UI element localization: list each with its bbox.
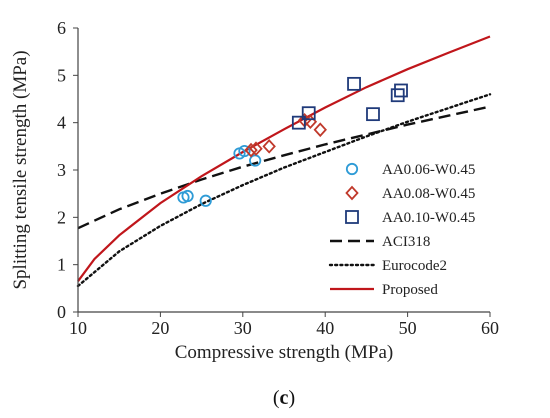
x-ticks: 10 20 30 40 50 60 xyxy=(69,312,499,338)
caption-close: ) xyxy=(288,387,295,409)
caption-open: ( xyxy=(273,387,280,409)
y-axis-title: Splitting tensile strength (MPa) xyxy=(10,50,31,289)
data-point-aa0-10-w0-45 xyxy=(347,76,361,91)
legend-label-aa0-10-w0-45: AA0.10-W0.45 xyxy=(382,210,475,226)
legend-symbol-aa0-10-w0-45 xyxy=(345,210,359,224)
legend-symbol-aa0-08-w0-45 xyxy=(345,185,359,201)
data-point-aa0-10-w0-45 xyxy=(366,107,380,122)
data-point-aa0-06-w0-45 xyxy=(181,189,194,203)
data-point-aa0-08-w0-45 xyxy=(262,139,276,154)
y-ticks: 0 1 2 3 4 5 6 xyxy=(57,18,78,322)
y-tick-label: 0 xyxy=(57,302,66,322)
y-tick-label: 2 xyxy=(57,207,66,227)
y-tick-label: 5 xyxy=(57,65,66,85)
x-axis-title: Compressive strength (MPa) xyxy=(175,342,393,363)
x-tick-label: 50 xyxy=(399,318,417,338)
data-point-aa0-10-w0-45 xyxy=(390,88,405,103)
x-tick-label: 60 xyxy=(481,318,499,338)
x-tick-label: 40 xyxy=(316,318,334,338)
caption-letter: c xyxy=(280,387,289,409)
y-tick-label: 3 xyxy=(57,160,66,180)
data-point-aa0-08-w0-45 xyxy=(244,142,258,158)
series-line-eurocode2 xyxy=(76,93,492,288)
plot-area xyxy=(78,28,490,312)
y-tick-label: 4 xyxy=(57,113,66,133)
legend-label-eurocode2: Eurocode2 xyxy=(382,258,447,274)
series-line-proposed xyxy=(77,35,491,282)
legend-label-aci318: ACI318 xyxy=(382,234,430,250)
data-point-aa0-10-w0-45 xyxy=(394,83,408,98)
legend-label-aa0-08-w0-45: AA0.08-W0.45 xyxy=(382,186,475,202)
legend: AA0.06-W0.45 AA0.08-W0.45 AA0.10-W0.45 ACI3… xyxy=(328,162,475,298)
x-tick-label: 30 xyxy=(234,318,252,338)
data-point-aa0-10-w0-45 xyxy=(301,106,316,121)
y-tick-label: 1 xyxy=(57,255,66,275)
legend-label-aa0-06-w0-45: AA0.06-W0.45 xyxy=(382,162,475,178)
plot-marks xyxy=(76,35,492,288)
data-point-aa0-06-w0-45 xyxy=(199,194,212,207)
data-point-aa0-06-w0-45 xyxy=(238,144,251,158)
data-point-aa0-10-w0-45 xyxy=(291,115,306,130)
series-line-aci318 xyxy=(77,105,491,230)
x-tick-label: 10 xyxy=(69,318,87,338)
y-tick-label: 6 xyxy=(57,18,66,38)
data-point-aa0-06-w0-45 xyxy=(249,154,262,167)
data-point-aa0-08-w0-45 xyxy=(249,141,263,157)
data-point-aa0-08-w0-45 xyxy=(313,122,327,138)
legend-label-proposed: Proposed xyxy=(382,282,438,298)
figure-caption: (c) xyxy=(273,387,295,409)
x-tick-label: 20 xyxy=(151,318,169,338)
legend-symbol-aa0-06-w0-45 xyxy=(345,162,359,176)
